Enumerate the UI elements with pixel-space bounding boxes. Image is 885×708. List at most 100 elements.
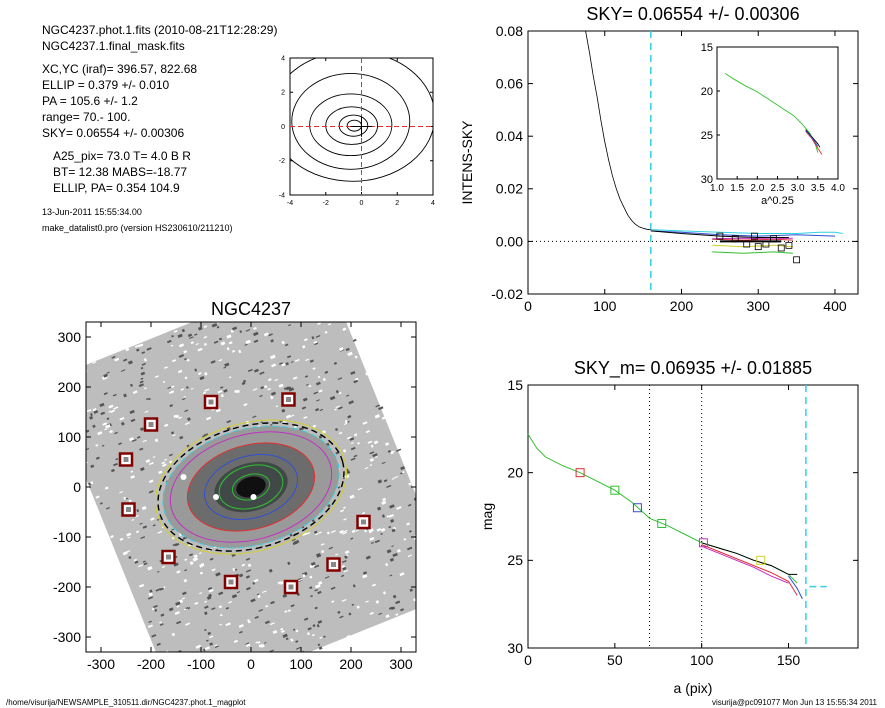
sky-square — [770, 235, 777, 243]
image-speckle — [239, 330, 243, 334]
image-speckle — [188, 553, 193, 557]
image-speckle — [328, 306, 332, 310]
image-speckle — [169, 404, 174, 408]
image-speckle — [407, 554, 413, 558]
contour-level — [290, 58, 433, 182]
image-speckle — [302, 573, 306, 578]
galaxy-group — [155, 419, 347, 555]
image-speckle — [102, 422, 108, 426]
image-speckle — [413, 598, 416, 602]
image-speckle — [390, 518, 395, 523]
image-speckle — [187, 333, 193, 338]
image-speckle — [316, 624, 320, 628]
image-speckle — [245, 569, 252, 573]
image-speckle — [298, 578, 303, 582]
image-speckle — [108, 410, 112, 413]
image-speckle — [288, 387, 295, 392]
image-speckle — [331, 600, 335, 603]
image-speckle — [59, 403, 64, 407]
image-speckle — [168, 607, 174, 612]
image-speckle — [320, 543, 325, 546]
image-speckle — [199, 571, 203, 575]
image-speckle — [322, 295, 326, 298]
image-speckle — [392, 450, 396, 453]
inset-xtick-label: 2.5 — [771, 183, 785, 194]
image-speckle — [178, 354, 185, 358]
image-speckle — [178, 369, 183, 374]
image-speckle — [168, 453, 173, 457]
image-speckle — [119, 416, 125, 421]
image-speckle — [190, 341, 194, 345]
image-speckle — [362, 511, 366, 515]
image-speckle — [260, 421, 263, 424]
image-speckle — [389, 504, 395, 509]
image-speckle — [312, 367, 316, 370]
image-speckle — [281, 363, 286, 367]
sky-ytick-label: 0.00 — [496, 233, 523, 249]
inset-xtick-label: 2.0 — [750, 183, 764, 194]
image-speckle — [194, 368, 198, 372]
image-ytick-label: -200 — [53, 579, 81, 595]
image-speckle — [174, 611, 180, 615]
image-speckle — [135, 530, 140, 534]
image-speckle — [203, 342, 207, 346]
image-speckle — [369, 451, 375, 455]
image-speckle — [253, 368, 259, 373]
image-speckle — [302, 345, 306, 349]
image-speckle — [284, 295, 288, 298]
image-speckle — [377, 479, 383, 484]
image-speckle — [267, 387, 271, 391]
isophote-ellipse-yellow — [155, 419, 347, 555]
image-speckle — [374, 539, 380, 544]
image-speckle — [214, 679, 217, 682]
image-speckle — [259, 359, 264, 364]
inset-series-black — [805, 129, 821, 148]
image-speckle — [139, 380, 144, 384]
image-speckle — [427, 577, 431, 580]
image-speckle — [247, 563, 252, 568]
image-speckle — [367, 440, 373, 444]
sky-square — [743, 240, 751, 248]
image-speckle — [270, 395, 274, 400]
image-speckle — [421, 595, 425, 598]
image-speckle — [134, 514, 139, 518]
image-speckle — [159, 623, 164, 626]
image-speckle — [219, 623, 222, 626]
image-speckle — [295, 629, 299, 633]
image-speckle — [166, 339, 172, 344]
image-speckle — [112, 393, 117, 397]
image-speckle — [319, 636, 323, 639]
image-speckle — [220, 386, 224, 389]
image-speckle — [143, 562, 148, 566]
image-speckle — [388, 525, 392, 529]
mag-ytick-label: 25 — [507, 552, 523, 568]
image-speckle — [204, 646, 210, 651]
image-speckle — [90, 413, 93, 417]
image-speckle — [355, 529, 359, 532]
image-speckle — [259, 662, 262, 664]
inset-xlabel: a^0.25 — [761, 195, 794, 207]
image-speckle — [152, 524, 156, 527]
image-speckle — [319, 272, 322, 275]
image-speckle — [106, 417, 110, 421]
image-speckle — [232, 567, 236, 572]
image-speckle — [303, 416, 308, 419]
image-speckle — [337, 610, 341, 614]
image-speckle — [335, 405, 340, 409]
image-speckle — [257, 594, 261, 599]
image-speckle — [173, 329, 178, 333]
image-speckle — [252, 388, 258, 391]
image-speckle — [215, 408, 221, 413]
image-speckle — [408, 482, 412, 486]
inset-series-red — [805, 131, 823, 155]
image-speckle — [345, 554, 349, 556]
image-speckle — [140, 467, 145, 472]
image-speckle — [284, 343, 289, 347]
image-speckle — [184, 376, 188, 380]
image-speckle — [427, 521, 432, 524]
image-speckle — [335, 553, 339, 556]
image-speckle — [92, 424, 96, 429]
image-speckle — [378, 406, 384, 411]
image-speckle — [318, 389, 323, 393]
image-speckle — [216, 325, 220, 329]
